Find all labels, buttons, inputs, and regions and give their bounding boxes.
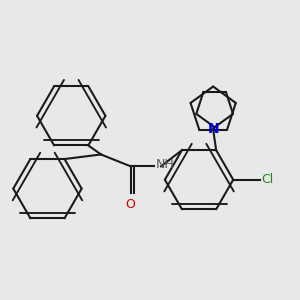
Text: NH: NH (156, 158, 175, 171)
Text: O: O (126, 198, 136, 211)
Text: N: N (207, 122, 219, 136)
Text: Cl: Cl (262, 173, 274, 186)
